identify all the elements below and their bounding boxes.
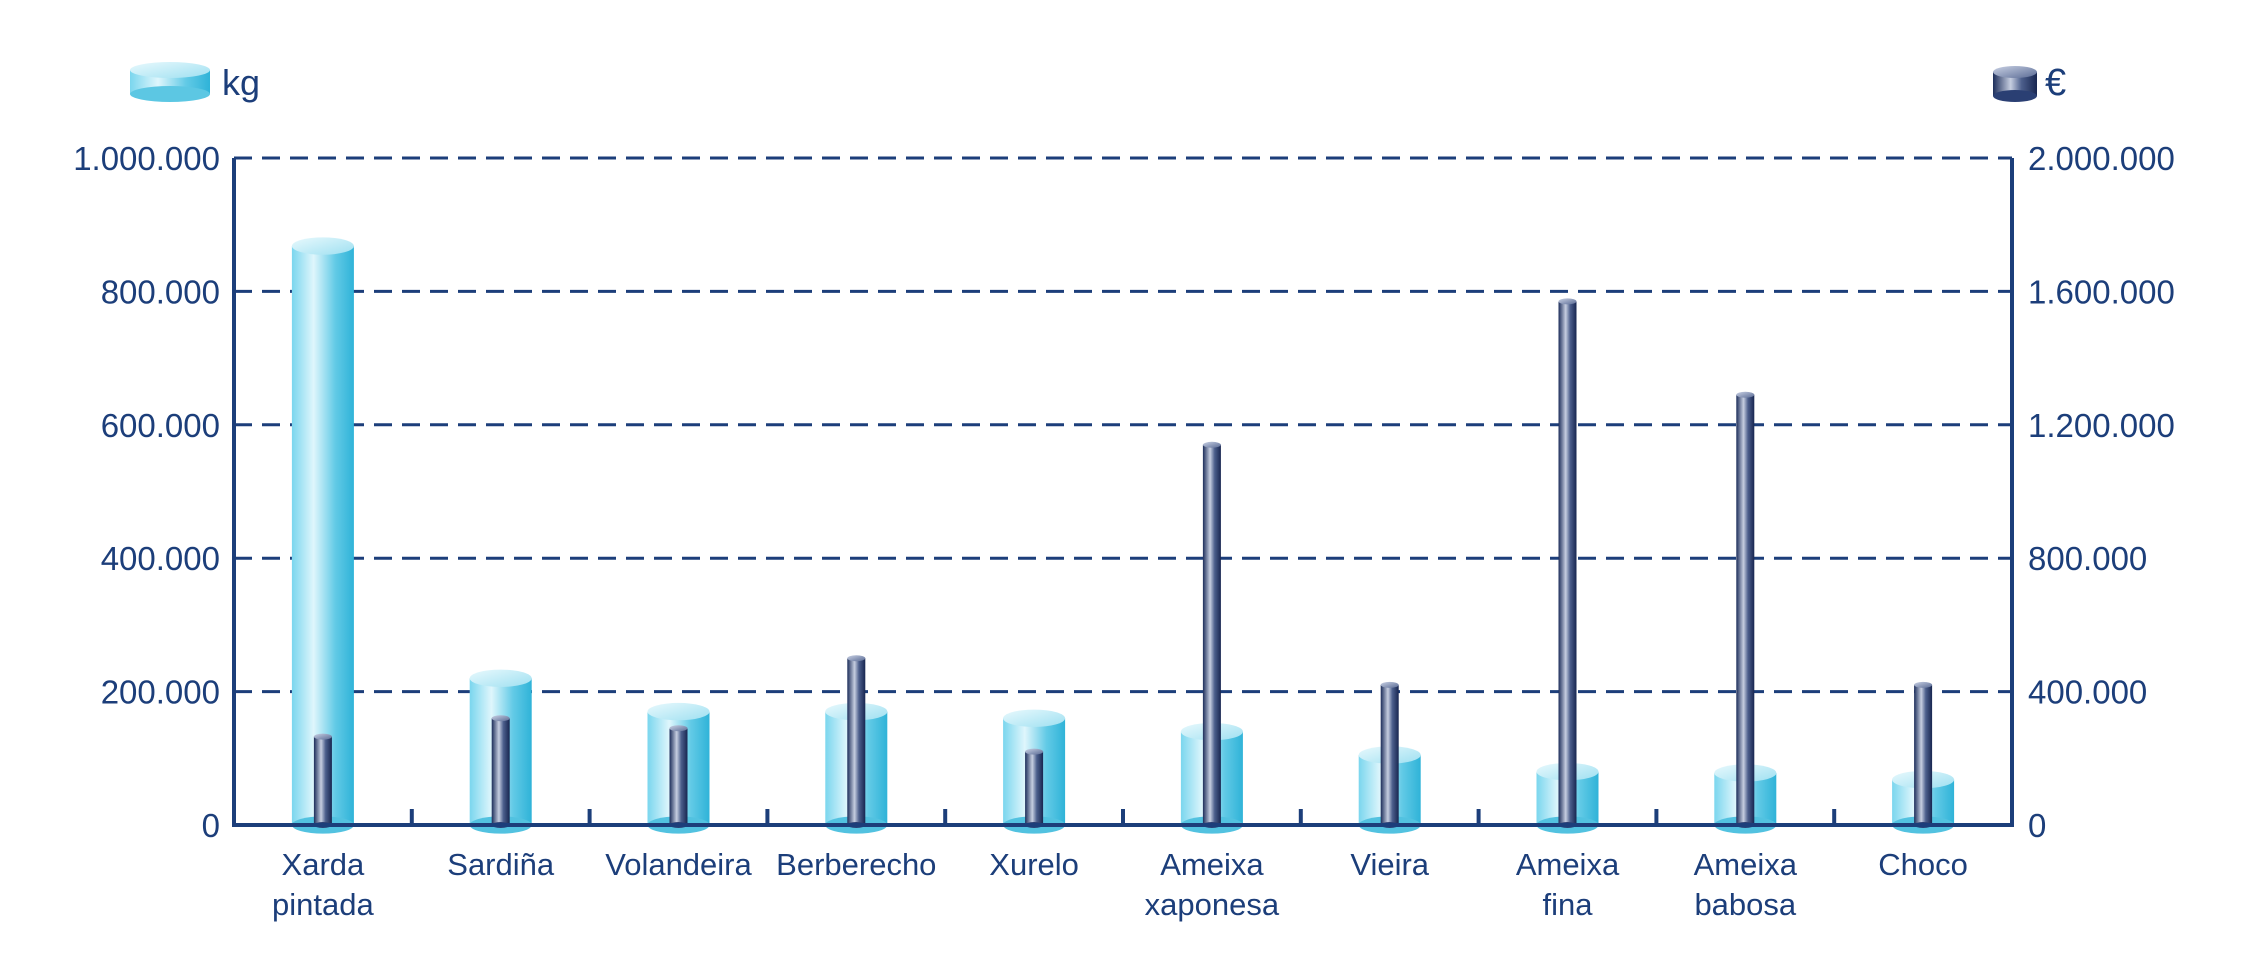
right-tick-label: 0 [2028, 807, 2046, 844]
eur-bar [1736, 391, 1755, 828]
legend-eur-label: € [2045, 62, 2066, 104]
left-tick-label: 200.000 [101, 674, 220, 711]
left-tick-label: 400.000 [101, 540, 220, 577]
legend-kg: kg [130, 62, 260, 103]
right-tick-label: 800.000 [2028, 540, 2147, 577]
left-tick-label: 800.000 [101, 273, 220, 310]
legend-kg-swatch [130, 62, 210, 102]
right-tick-label: 400.000 [2028, 674, 2147, 711]
category-label: Vieira [1350, 847, 1429, 882]
left-tick-label: 600.000 [101, 407, 220, 444]
category-labels: Xarda pintada Sardiña Volandeira Berberecho X… [272, 847, 1968, 922]
right-tick-label: 2.000.000 [2028, 140, 2175, 177]
left-tick-labels: 0 200.000 400.000 600.000 800.000 1.000.000 [73, 140, 220, 844]
right-tick-label: 1.600.000 [2028, 273, 2175, 310]
eur-bar [669, 725, 688, 828]
eur-bar [847, 655, 866, 828]
eur-series [313, 298, 1933, 828]
eur-bar [1202, 441, 1221, 828]
category-label: Xarda pintada [272, 847, 374, 922]
category-label: Xurelo [989, 847, 1079, 882]
eur-bar [1380, 681, 1399, 828]
category-label: Sardiña [447, 847, 555, 882]
x-axis-ticks [409, 809, 1837, 825]
eur-bar [491, 715, 510, 828]
category-label: Choco [1878, 847, 1968, 882]
category-label: Berberecho [776, 847, 936, 882]
category-label: Ameixa fina [1516, 847, 1620, 922]
left-tick-label: 0 [202, 807, 220, 844]
left-tick-label: 1.000.000 [73, 140, 220, 177]
eur-bar [1558, 298, 1577, 828]
category-label: Volandeira [605, 847, 752, 882]
eur-bar [1025, 748, 1044, 828]
legend-eur: € [1993, 62, 2066, 104]
legend-eur-swatch [1993, 66, 2037, 102]
legend-kg-label: kg [222, 62, 260, 103]
right-tick-label: 1.200.000 [2028, 407, 2175, 444]
category-label: Ameixa babosa [1694, 847, 1798, 922]
right-tick-labels: 0 400.000 800.000 1.200.000 1.600.000 2.000.0… [2028, 140, 2175, 844]
kg-series [291, 237, 1955, 834]
category-label: Ameixa xaponesa [1145, 847, 1280, 922]
eur-bar [313, 733, 332, 828]
eur-bar [1914, 681, 1933, 828]
